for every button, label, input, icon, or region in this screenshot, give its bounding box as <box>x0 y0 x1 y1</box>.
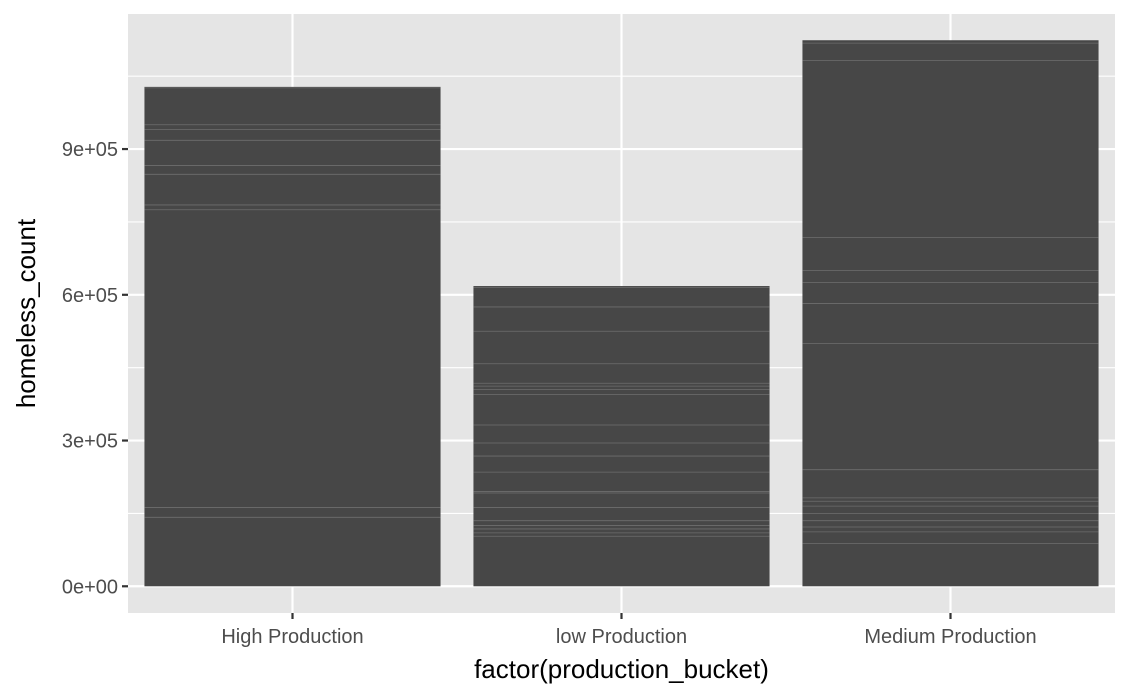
y-axis: 0e+00 3e+05 6e+05 9e+05 <box>62 139 128 598</box>
bars <box>144 40 1099 587</box>
x-axis: High Production low Production Medium Prod… <box>221 613 1037 648</box>
x-tick-label: low Production <box>556 626 687 648</box>
x-tick-label: High Production <box>221 626 363 648</box>
y-tick-label: 9e+05 <box>62 139 118 161</box>
x-axis-title: factor(production_bucket) <box>474 654 769 684</box>
y-tick-label: 0e+00 <box>62 576 118 598</box>
bar <box>802 40 1099 587</box>
y-tick-label: 6e+05 <box>62 285 118 307</box>
y-axis-title: homeless_count <box>11 218 41 408</box>
x-tick-label: Medium Production <box>864 626 1036 648</box>
bar <box>144 86 441 587</box>
y-tick-label: 3e+05 <box>62 431 118 453</box>
